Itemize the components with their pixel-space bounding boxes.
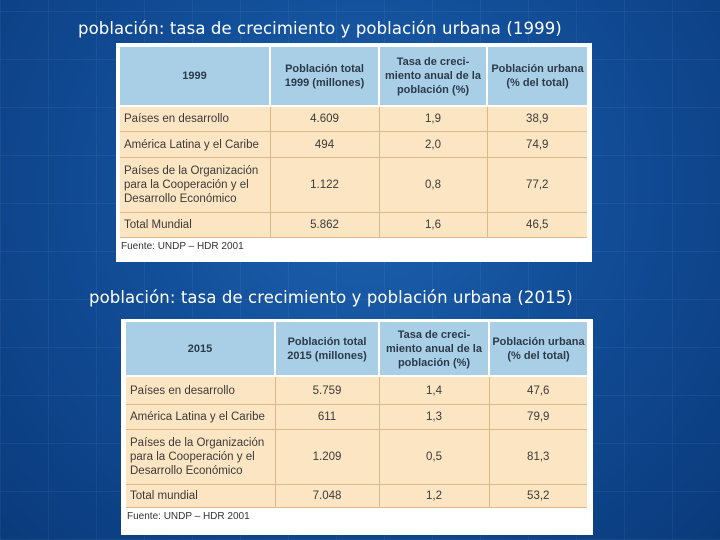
growth-rate-value: 1,9 xyxy=(379,106,488,132)
urban-share-value: 74,9 xyxy=(487,131,587,158)
population-value: 4.609 xyxy=(270,106,380,132)
urban-share-value: 53,2 xyxy=(489,484,587,508)
region-label: Total Mundial xyxy=(120,212,271,238)
growth-rate-header: Tasa de creci-miento anual de la poblaci… xyxy=(379,322,490,377)
population-value: 7.048 xyxy=(275,484,380,508)
year-header: 2015 xyxy=(126,322,276,377)
urban-share-value: 77,2 xyxy=(487,157,587,213)
growth-rate-header: Tasa de creci-miento anual de la poblaci… xyxy=(379,47,488,107)
population-table-1999: 1999 Población total 1999 (millones) Tas… xyxy=(120,47,587,238)
table-row: América Latina y el Caribe 494 2,0 74,9 xyxy=(120,131,587,158)
population-value: 1.122 xyxy=(270,157,380,213)
urban-share-value: 46,5 xyxy=(487,212,587,238)
table-row: Total mundial 7.048 1,2 53,2 xyxy=(126,484,587,508)
population-value: 611 xyxy=(275,404,380,430)
region-label: América Latina y el Caribe xyxy=(126,404,276,430)
growth-rate-value: 0,5 xyxy=(379,429,490,485)
growth-rate-value: 0,8 xyxy=(379,157,488,213)
region-label: Total mundial xyxy=(126,484,276,508)
region-label: Países en desarrollo xyxy=(126,376,276,405)
population-value: 5.862 xyxy=(270,212,380,238)
growth-rate-value: 2,0 xyxy=(379,131,488,158)
urban-share-value: 47,6 xyxy=(489,376,587,405)
population-value: 1.209 xyxy=(275,429,380,485)
table-panel-1999: 1999 Población total 1999 (millones) Tas… xyxy=(116,43,592,262)
urban-share-value: 81,3 xyxy=(489,429,587,485)
year-header: 1999 xyxy=(120,47,271,107)
table-row: Países en desarrollo 4.609 1,9 38,9 xyxy=(120,106,587,132)
header-row: 2015 Población total 2015 (millones) Tas… xyxy=(126,322,587,377)
population-value: 5.759 xyxy=(275,376,380,405)
growth-rate-value: 1,4 xyxy=(379,376,490,405)
caption-2015: población: tasa de crecimiento y poblaci… xyxy=(89,288,573,307)
table-row: Países en desarrollo 5.759 1,4 47,6 xyxy=(126,376,587,405)
table-row: Total Mundial 5.862 1,6 46,5 xyxy=(120,212,587,238)
population-table-2015: 2015 Población total 2015 (millones) Tas… xyxy=(126,322,587,508)
caption-1999: población: tasa de crecimiento y poblaci… xyxy=(78,19,562,38)
source-note: Fuente: UNDP – HDR 2001 xyxy=(121,241,244,252)
table-row: Países de la Organización para la Cooper… xyxy=(126,429,587,485)
region-label: Países de la Organización para la Cooper… xyxy=(126,429,276,485)
urban-population-header: Población urbana (% del total) xyxy=(487,47,587,107)
table-row: Países de la Organización para la Cooper… xyxy=(120,157,587,213)
growth-rate-value: 1,3 xyxy=(379,404,490,430)
header-row: 1999 Población total 1999 (millones) Tas… xyxy=(120,47,587,107)
urban-population-header: Población urbana (% del total) xyxy=(489,322,587,377)
population-value: 494 xyxy=(270,131,380,158)
urban-share-value: 79,9 xyxy=(489,404,587,430)
region-label: América Latina y el Caribe xyxy=(120,131,271,158)
region-label: Países en desarrollo xyxy=(120,106,271,132)
urban-share-value: 38,9 xyxy=(487,106,587,132)
total-population-header: Población total 2015 (millones) xyxy=(275,322,380,377)
table-panel-2015: 2015 Población total 2015 (millones) Tas… xyxy=(121,319,593,535)
region-label: Países de la Organización para la Cooper… xyxy=(120,157,271,213)
source-note: Fuente: UNDP – HDR 2001 xyxy=(127,511,250,522)
total-population-header: Población total 1999 (millones) xyxy=(270,47,380,107)
growth-rate-value: 1,6 xyxy=(379,212,488,238)
table-row: América Latina y el Caribe 611 1,3 79,9 xyxy=(126,404,587,430)
growth-rate-value: 1,2 xyxy=(379,484,490,508)
